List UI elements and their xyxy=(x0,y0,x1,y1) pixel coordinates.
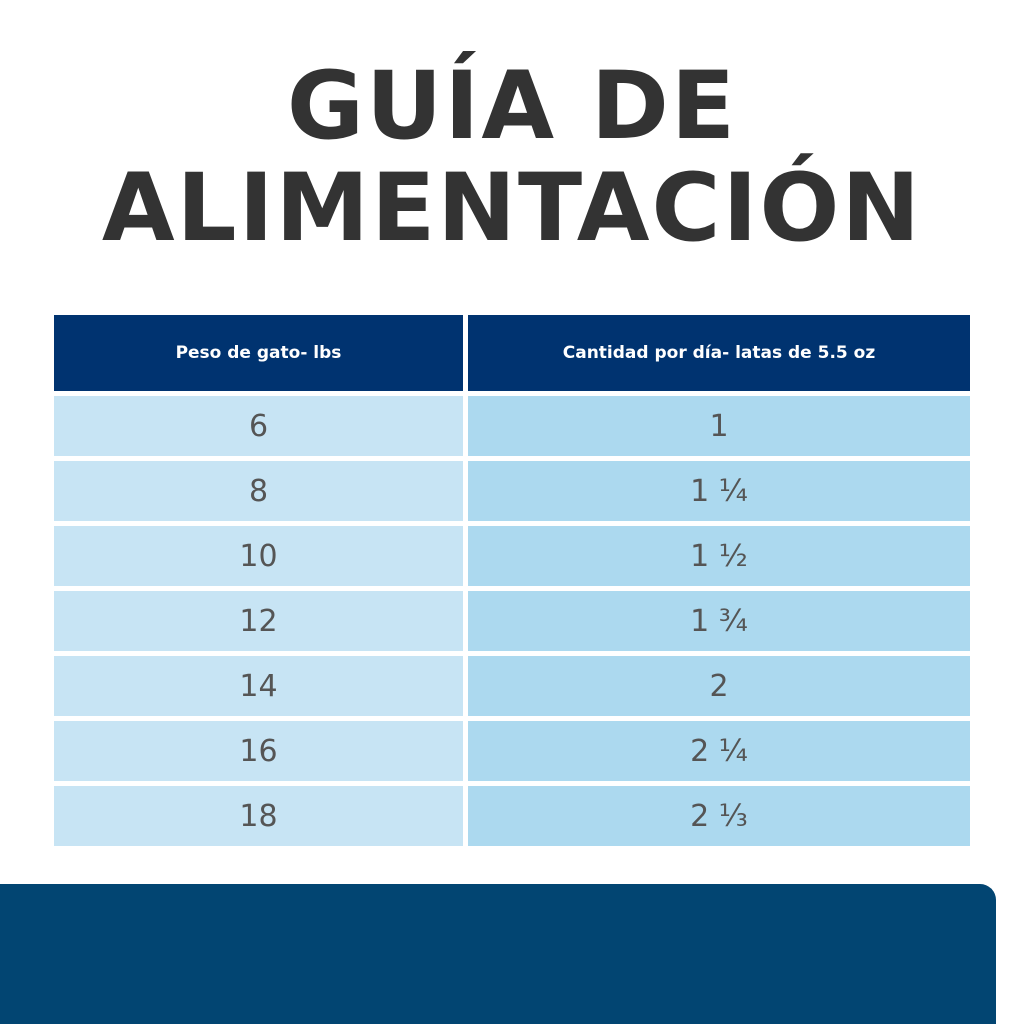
table-cell: 14 xyxy=(54,656,463,716)
table-row: 10 1 ½ xyxy=(54,526,970,586)
table-cell: 16 xyxy=(54,721,463,781)
table-row: 18 2 ⅓ xyxy=(54,786,970,846)
table-cell: 2 ⅓ xyxy=(468,786,970,846)
table-row: 14 2 xyxy=(54,656,970,716)
table-cell: 2 ¼ xyxy=(468,721,970,781)
column-header: Cantidad por día- latas de 5.5 oz xyxy=(468,315,970,391)
table-cell: 1 ¾ xyxy=(468,591,970,651)
table-cell: 1 ¼ xyxy=(468,461,970,521)
table-cell: 1 xyxy=(468,396,970,456)
column-header: Peso de gato- lbs xyxy=(54,315,463,391)
table-row: 16 2 ¼ xyxy=(54,721,970,781)
table-cell: 18 xyxy=(54,786,463,846)
table-cell: 2 xyxy=(468,656,970,716)
footer-band xyxy=(0,884,996,1024)
table-cell: 12 xyxy=(54,591,463,651)
header-row: Peso de gato- lbs Cantidad por día- latas… xyxy=(54,315,970,391)
title: ALIMENTACIÓN xyxy=(101,154,923,263)
table-cell: 6 xyxy=(54,396,463,456)
feeding-table: Peso de gato- lbs Cantidad por día- latas… xyxy=(54,315,970,851)
table-cell: 1 ½ xyxy=(468,526,970,586)
table-cell: 10 xyxy=(54,526,463,586)
title: GUÍA DE xyxy=(286,52,738,161)
table-row: 12 1 ¾ xyxy=(54,591,970,651)
table-cell: 8 xyxy=(54,461,463,521)
